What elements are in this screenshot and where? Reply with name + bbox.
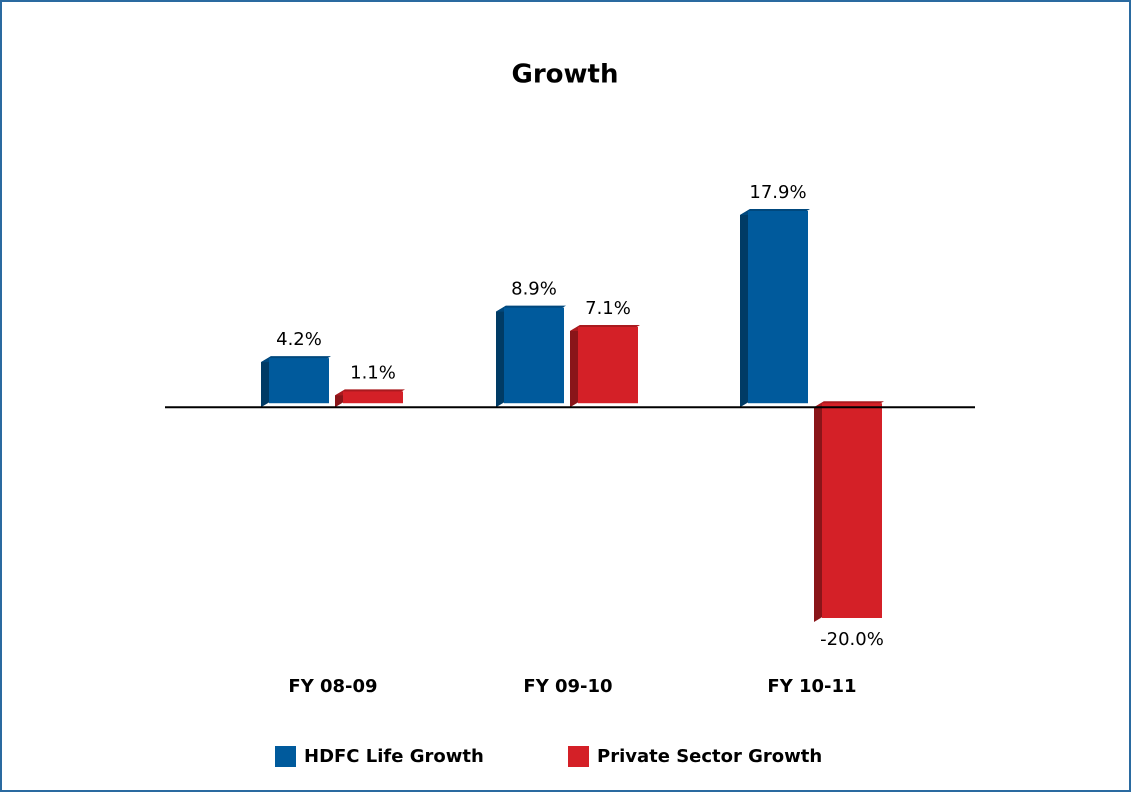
legend-swatch	[275, 746, 296, 767]
bar	[578, 326, 638, 404]
value-label: 1.1%	[350, 362, 396, 383]
legend-swatch	[568, 746, 589, 767]
value-label: 17.9%	[749, 182, 806, 203]
bar-side	[570, 324, 580, 408]
value-label: 7.1%	[585, 298, 631, 319]
bar-group	[740, 209, 810, 408]
bar-side	[261, 356, 271, 408]
bar-group	[814, 401, 884, 622]
bar-group	[570, 324, 640, 408]
x-tick-label: FY 10-11	[767, 676, 856, 697]
bar-side	[496, 305, 506, 408]
x-tick-label: FY 08-09	[288, 676, 377, 697]
value-label: 8.9%	[511, 279, 557, 300]
x-tick-label: FY 09-10	[523, 676, 612, 697]
chart-title: Growth	[512, 60, 619, 90]
bar-side	[814, 401, 824, 622]
bar-group	[496, 305, 566, 408]
bar	[504, 307, 564, 404]
bar	[269, 358, 329, 404]
bar	[343, 391, 403, 404]
bar-group	[335, 389, 405, 408]
bar	[748, 211, 808, 404]
legend-label: HDFC Life Growth	[304, 746, 484, 767]
bar	[822, 403, 882, 618]
value-label: 4.2%	[276, 329, 322, 350]
bar-side	[740, 209, 750, 408]
bar-group	[261, 356, 331, 408]
legend-label: Private Sector Growth	[597, 746, 822, 767]
value-label: -20.0%	[820, 629, 884, 650]
